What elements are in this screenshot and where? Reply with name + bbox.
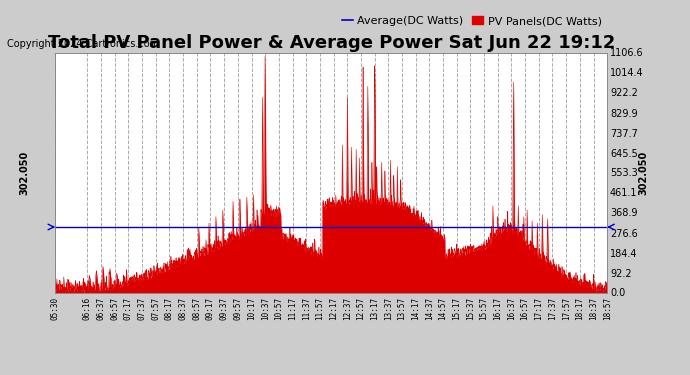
Text: 302.050: 302.050 [20,150,30,195]
Legend: Average(DC Watts), PV Panels(DC Watts): Average(DC Watts), PV Panels(DC Watts) [342,16,602,26]
Title: Total PV Panel Power & Average Power Sat Jun 22 19:12: Total PV Panel Power & Average Power Sat… [48,34,615,53]
Text: Copyright 2024 Cartronics.com: Copyright 2024 Cartronics.com [7,39,159,50]
Text: 302.050: 302.050 [638,150,648,195]
